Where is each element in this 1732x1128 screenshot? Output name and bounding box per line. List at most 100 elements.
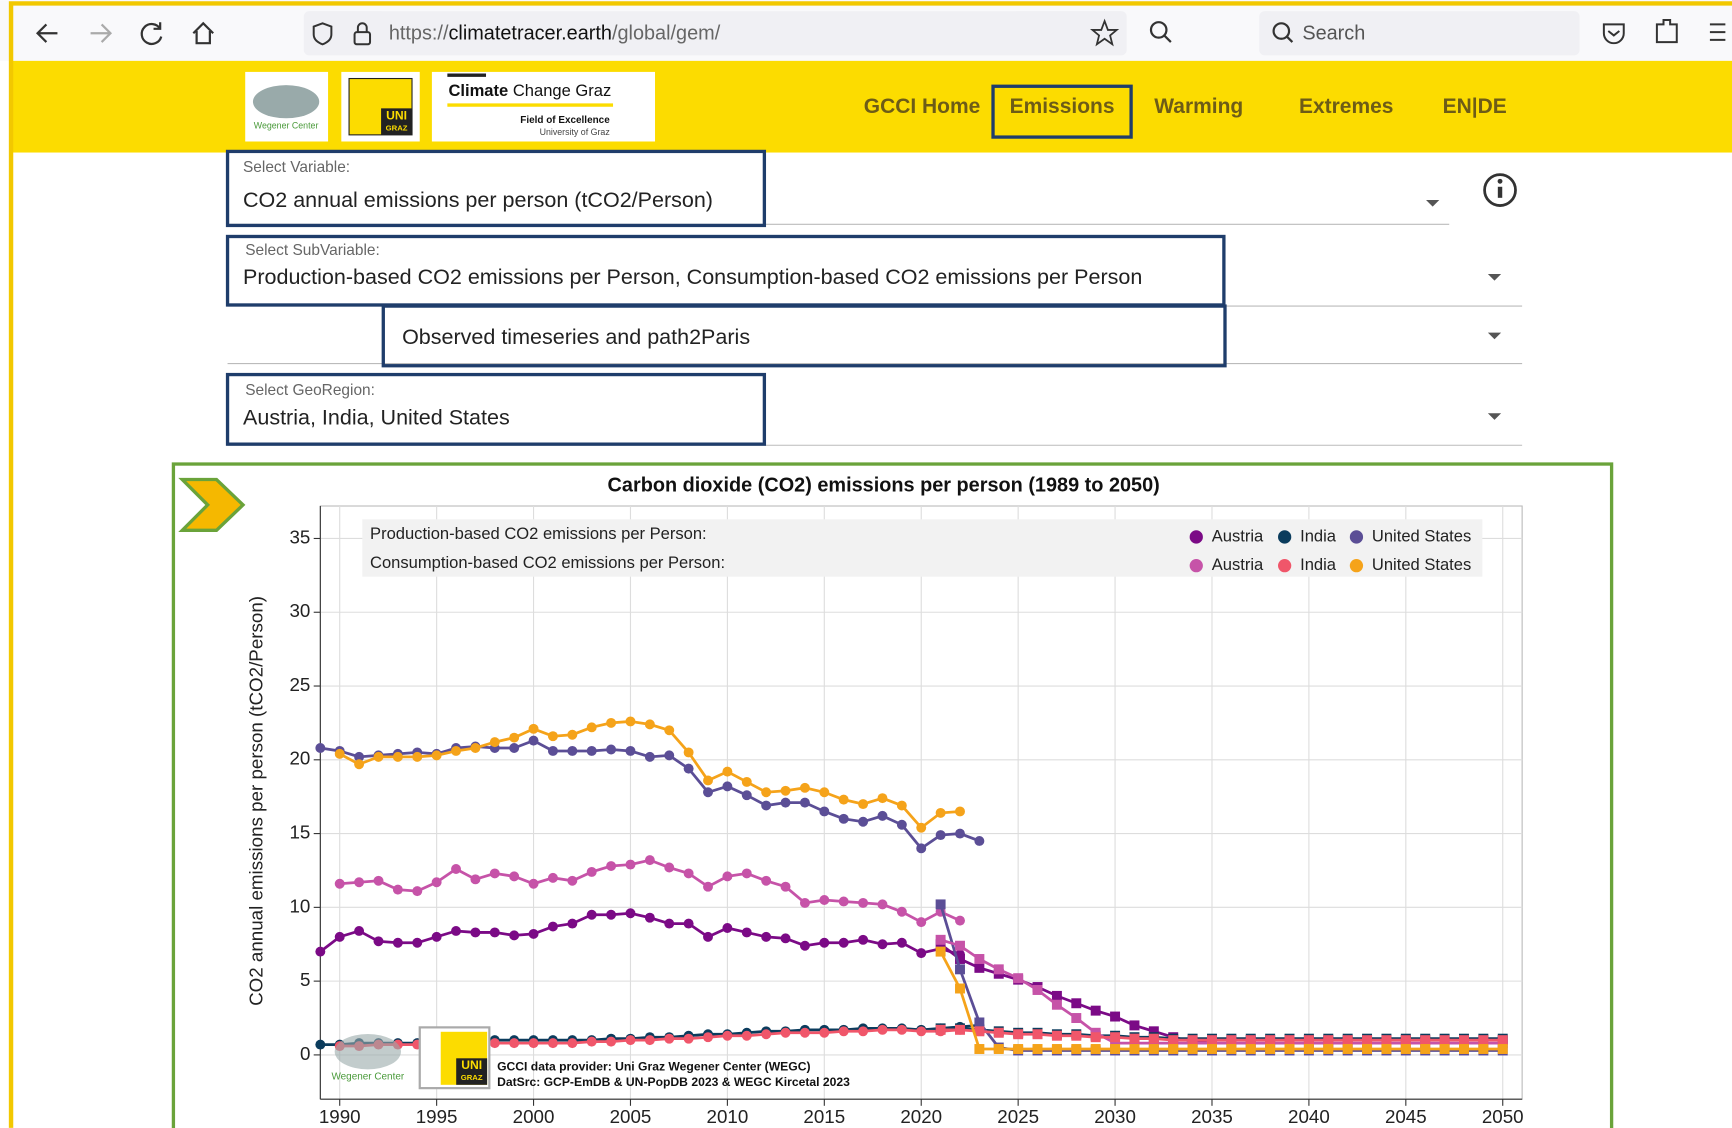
- point-marker: [819, 1027, 830, 1038]
- point-marker: [315, 743, 326, 753]
- nav-link[interactable]: GCCI Home: [864, 95, 981, 118]
- legend-group-title: Consumption-based CO2 emissions per Pers…: [370, 553, 725, 572]
- select-mode[interactable]: Observed timeseries and path2Paris: [227, 325, 1523, 365]
- point-marker: [955, 828, 965, 839]
- search-box[interactable]: [1259, 11, 1580, 56]
- back-button[interactable]: [35, 23, 58, 43]
- point-marker: [703, 775, 713, 786]
- dropdown-arrow: [1487, 274, 1502, 281]
- point-marker: [799, 940, 810, 951]
- y-axis-label: CO2 annual emissions per person (tCO2/Pe…: [245, 596, 266, 1006]
- point-marker: [858, 897, 869, 908]
- info-button[interactable]: [1483, 173, 1517, 207]
- legend-marker: [1189, 559, 1203, 573]
- point-marker: [838, 1026, 849, 1037]
- point-marker: [858, 799, 869, 810]
- extensions-icon[interactable]: [1655, 18, 1678, 44]
- path-marker: [1478, 1044, 1489, 1054]
- point-marker: [625, 908, 636, 919]
- point-marker: [761, 800, 772, 811]
- path-marker: [1497, 1035, 1508, 1046]
- path-marker: [1129, 1033, 1140, 1044]
- path-marker: [1051, 990, 1062, 1001]
- legend-label: Austria: [1212, 555, 1264, 574]
- series-line: [319, 911, 961, 956]
- nav-link[interactable]: Emissions: [1010, 95, 1115, 118]
- select-subvariable[interactable]: Select SubVariable: Production-based CO2…: [227, 242, 1523, 307]
- point-marker: [489, 927, 500, 938]
- point-marker: [935, 807, 946, 818]
- point-marker: [451, 864, 461, 874]
- point-marker: [780, 1027, 791, 1038]
- reload-button[interactable]: [140, 22, 163, 46]
- path-marker: [1459, 1035, 1469, 1046]
- point-marker: [896, 937, 907, 948]
- path-marker: [1090, 1044, 1101, 1054]
- point-marker: [606, 861, 617, 872]
- path-marker: [1323, 1044, 1334, 1054]
- point-marker: [935, 830, 946, 841]
- x-tick-label: 2020: [900, 1106, 942, 1127]
- path-marker: [1323, 1035, 1334, 1046]
- pocket-icon[interactable]: [1602, 23, 1625, 45]
- select-georegion[interactable]: Select GeoRegion: Austria, India, United…: [227, 382, 1523, 446]
- point-marker: [838, 794, 849, 805]
- point-marker: [722, 871, 733, 882]
- legend-marker: [1278, 530, 1292, 544]
- legend-box: [362, 519, 1483, 577]
- point-marker: [625, 1035, 636, 1046]
- forward-button[interactable]: [90, 23, 113, 43]
- path-marker: [974, 1044, 985, 1054]
- path-marker: [1032, 1044, 1043, 1054]
- nav-link[interactable]: EN|DE: [1443, 95, 1507, 118]
- point-marker: [547, 745, 558, 756]
- nav-link[interactable]: Extremes: [1299, 95, 1393, 118]
- url-bar[interactable]: [303, 11, 1127, 56]
- point-marker: [509, 743, 520, 753]
- path-marker: [1245, 1044, 1256, 1054]
- nav-link[interactable]: Warming: [1154, 95, 1243, 118]
- point-marker: [606, 744, 617, 755]
- point-marker: [877, 810, 888, 821]
- bookmark-star[interactable]: [1090, 18, 1120, 47]
- point-marker: [799, 1027, 810, 1038]
- point-marker: [722, 781, 733, 792]
- info-dot: [1497, 178, 1503, 184]
- path-marker: [1342, 1044, 1353, 1054]
- menu-icon[interactable]: [1709, 23, 1726, 41]
- point-marker: [354, 877, 365, 888]
- path-marker: [1400, 1035, 1411, 1046]
- point-marker: [780, 933, 791, 944]
- legend-marker: [1189, 530, 1203, 544]
- select-variable[interactable]: Select Variable: CO2 annual emissions pe…: [227, 159, 1450, 225]
- y-tick-label: 5: [300, 969, 310, 990]
- point-marker: [567, 1038, 578, 1049]
- point-marker: [509, 732, 520, 743]
- home-button[interactable]: [192, 21, 214, 45]
- chart-frame: [171, 462, 1614, 1128]
- path-marker: [1400, 1044, 1411, 1054]
- legend-marker: [1278, 559, 1292, 573]
- point-marker: [392, 751, 403, 762]
- point-marker: [819, 937, 830, 948]
- point-marker: [664, 862, 675, 873]
- search-icon[interactable]: [1149, 21, 1168, 39]
- url-host: climatetracer.earth: [448, 23, 611, 45]
- x-tick-label: 2030: [1094, 1106, 1136, 1127]
- point-marker: [838, 813, 849, 824]
- point-marker: [354, 925, 365, 936]
- point-marker: [761, 1029, 772, 1040]
- point-marker: [683, 918, 694, 929]
- point-marker: [877, 793, 888, 804]
- point-marker: [761, 931, 772, 942]
- point-marker: [489, 868, 500, 879]
- select-label: Select Variable:: [243, 159, 350, 176]
- path-marker: [1284, 1044, 1295, 1054]
- point-marker: [877, 1024, 888, 1035]
- url-path: /global/gem/: [612, 23, 721, 45]
- path-marker: [955, 954, 965, 964]
- path-marker: [974, 1026, 985, 1037]
- path-marker: [1226, 1035, 1237, 1046]
